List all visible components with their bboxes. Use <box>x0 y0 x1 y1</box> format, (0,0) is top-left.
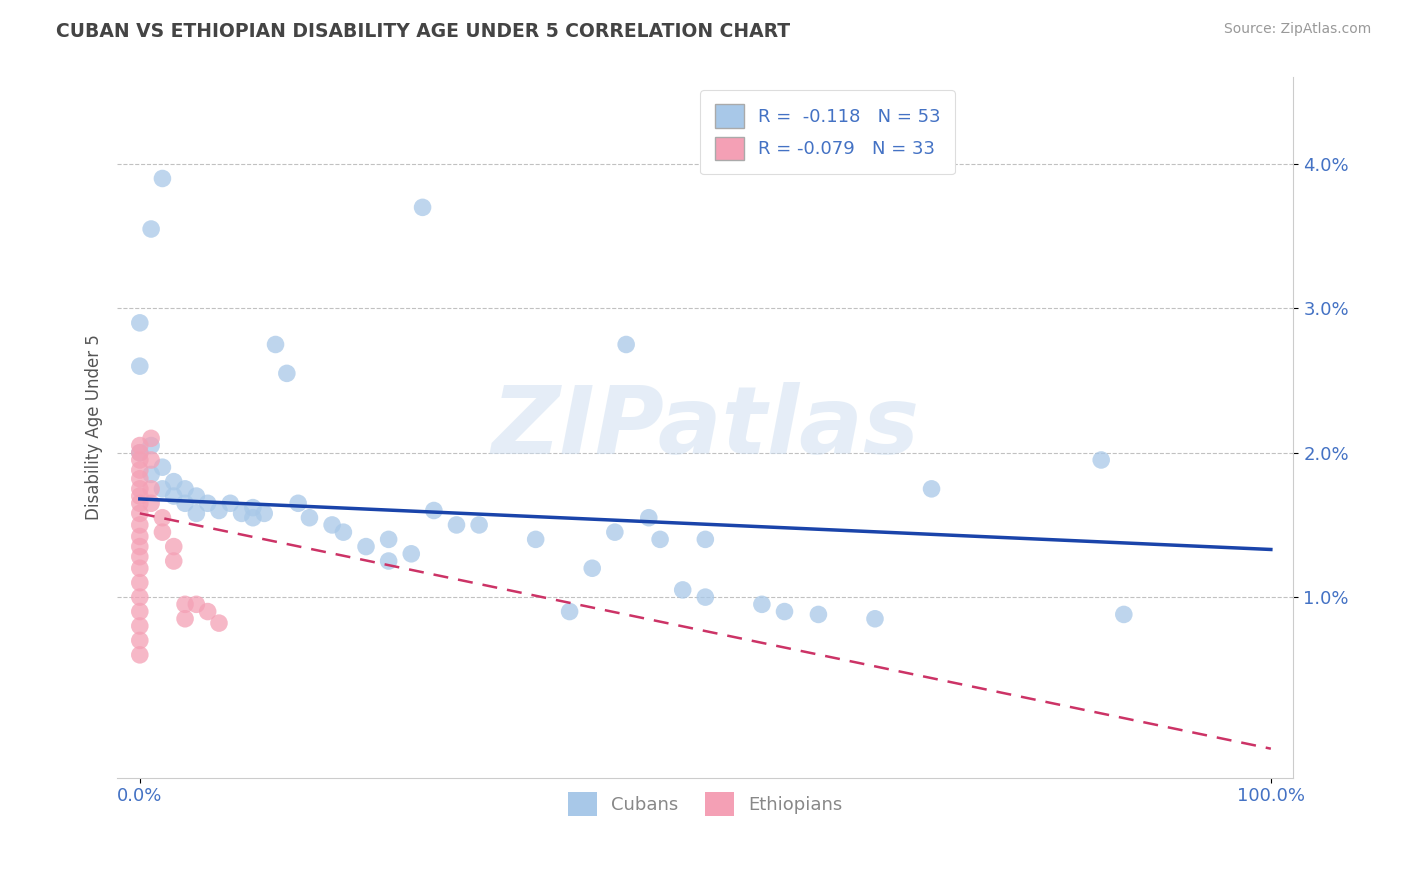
Point <box>197 496 219 510</box>
Point <box>139 482 162 496</box>
Point <box>128 316 150 330</box>
Point <box>128 482 150 496</box>
Point <box>603 525 626 540</box>
Point <box>695 590 717 604</box>
Point <box>128 359 150 373</box>
Point <box>163 489 186 503</box>
Point <box>412 200 434 214</box>
Point <box>139 431 162 445</box>
Point <box>773 605 796 619</box>
Point <box>128 446 150 460</box>
Point <box>264 337 287 351</box>
Point <box>468 517 491 532</box>
Point <box>197 605 219 619</box>
Point <box>174 598 197 612</box>
Point <box>186 507 208 521</box>
Point <box>1112 607 1135 622</box>
Point <box>139 496 162 510</box>
Point <box>152 510 174 524</box>
Point <box>139 467 162 482</box>
Point <box>863 612 886 626</box>
Point <box>128 590 150 604</box>
Point <box>128 575 150 590</box>
Point <box>174 482 197 496</box>
Point <box>152 171 174 186</box>
Point <box>208 503 231 517</box>
Point <box>152 525 174 540</box>
Point <box>128 561 150 575</box>
Point <box>163 475 186 489</box>
Point <box>139 222 162 236</box>
Point <box>423 503 446 517</box>
Point <box>377 533 399 547</box>
Point <box>128 517 150 532</box>
Point <box>139 438 162 452</box>
Point <box>614 337 637 351</box>
Point <box>807 607 830 622</box>
Point <box>128 507 150 521</box>
Point <box>174 612 197 626</box>
Point <box>128 529 150 543</box>
Point <box>242 510 264 524</box>
Y-axis label: Disability Age Under 5: Disability Age Under 5 <box>86 334 103 520</box>
Point <box>128 496 150 510</box>
Point <box>332 525 354 540</box>
Point <box>695 533 717 547</box>
Point <box>276 367 298 381</box>
Point <box>128 472 150 486</box>
Point <box>152 460 174 475</box>
Text: ZIPatlas: ZIPatlas <box>491 382 920 474</box>
Point <box>751 598 773 612</box>
Point <box>128 463 150 477</box>
Point <box>163 554 186 568</box>
Point <box>128 489 150 503</box>
Point <box>128 648 150 662</box>
Point <box>128 633 150 648</box>
Point <box>921 482 943 496</box>
Text: Source: ZipAtlas.com: Source: ZipAtlas.com <box>1223 22 1371 37</box>
Point <box>287 496 309 510</box>
Point <box>163 540 186 554</box>
Point <box>128 540 150 554</box>
Point <box>152 482 174 496</box>
Point <box>1090 453 1112 467</box>
Point <box>253 507 276 521</box>
Point <box>174 496 197 510</box>
Point <box>558 605 581 619</box>
Point <box>524 533 547 547</box>
Point <box>401 547 423 561</box>
Point <box>186 489 208 503</box>
Point <box>128 453 150 467</box>
Point <box>377 554 399 568</box>
Text: CUBAN VS ETHIOPIAN DISABILITY AGE UNDER 5 CORRELATION CHART: CUBAN VS ETHIOPIAN DISABILITY AGE UNDER … <box>56 22 790 41</box>
Point <box>186 598 208 612</box>
Point <box>128 549 150 564</box>
Point <box>128 605 150 619</box>
Point <box>637 510 659 524</box>
Point <box>354 540 377 554</box>
Point <box>648 533 671 547</box>
Point <box>128 446 150 460</box>
Point <box>128 619 150 633</box>
Point <box>242 500 264 515</box>
Point <box>128 438 150 452</box>
Point <box>321 517 343 532</box>
Point <box>298 510 321 524</box>
Point <box>446 517 468 532</box>
Point <box>672 582 695 597</box>
Point <box>139 453 162 467</box>
Point <box>581 561 603 575</box>
Legend: Cubans, Ethiopians: Cubans, Ethiopians <box>558 783 852 824</box>
Point <box>219 496 242 510</box>
Point <box>231 507 253 521</box>
Point <box>208 616 231 631</box>
